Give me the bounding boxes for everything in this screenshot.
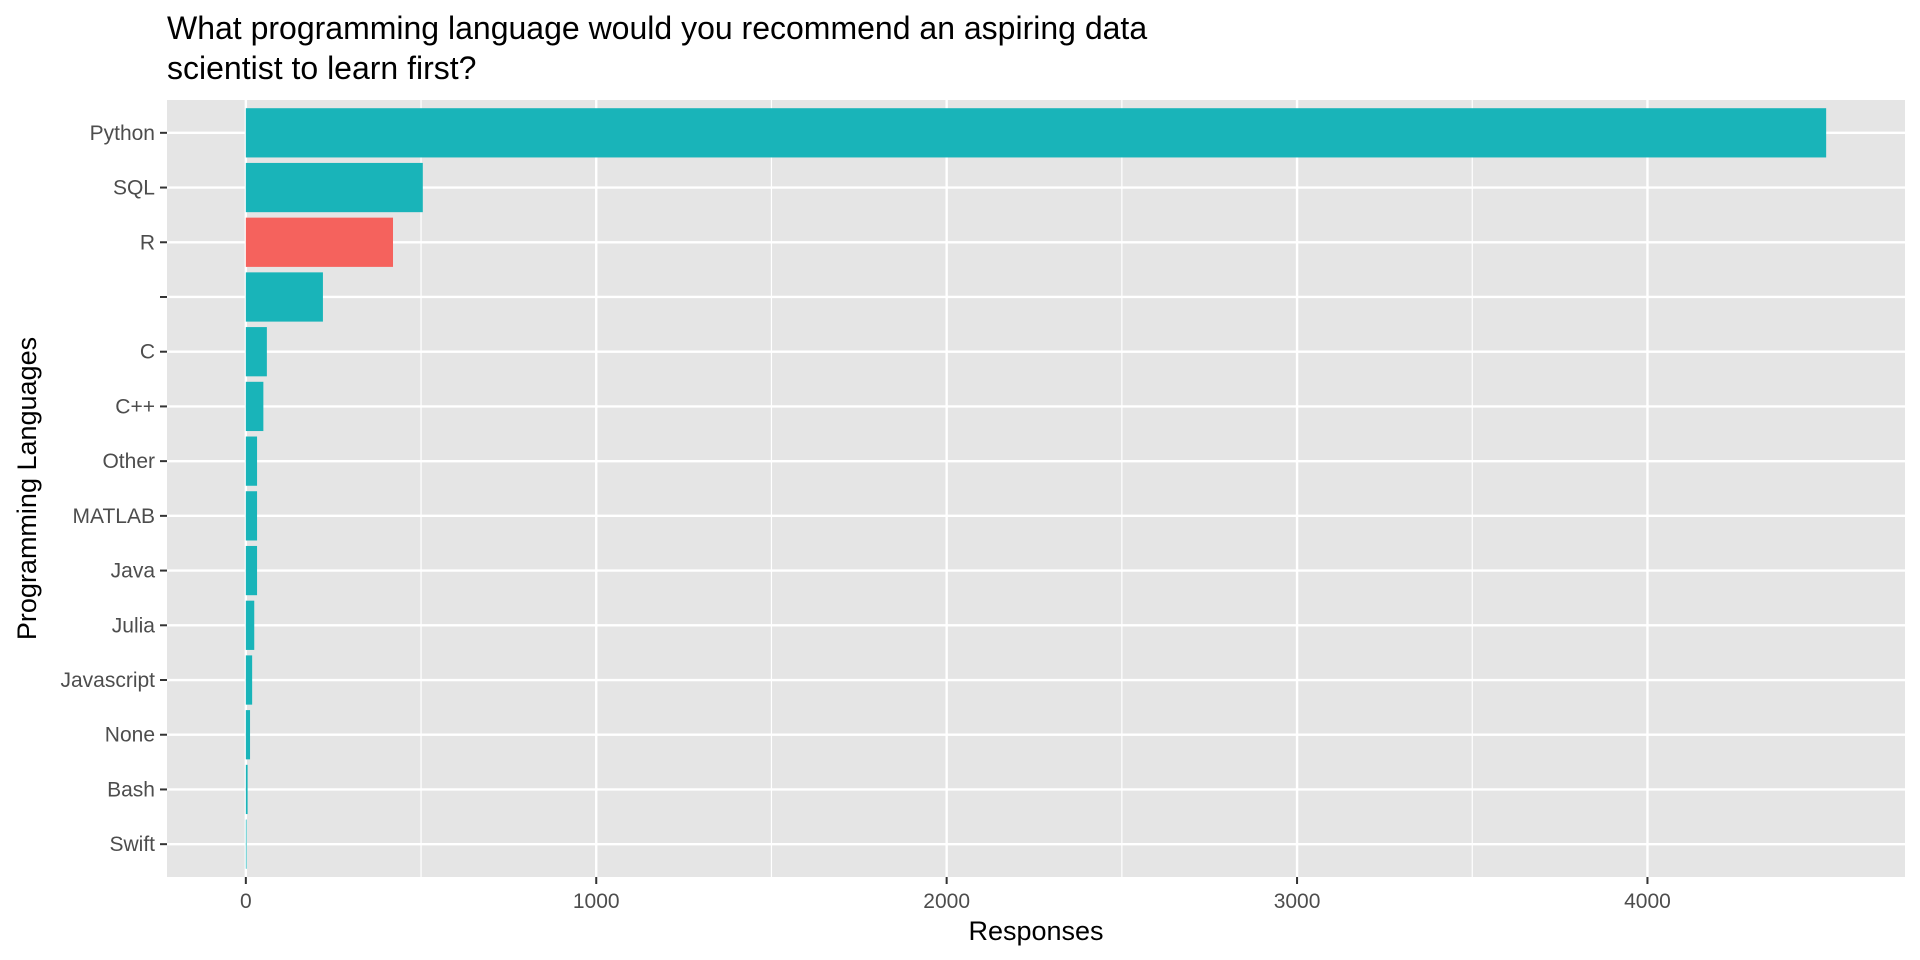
y-tick-label: Java: [111, 560, 156, 583]
bar: [245, 108, 1827, 158]
y-tick-label: Python: [90, 122, 155, 145]
bar: [245, 272, 323, 322]
bar: [245, 381, 264, 432]
x-tick-label: 0: [240, 890, 252, 913]
y-tick-label: SQL: [113, 177, 155, 200]
x-tick-label: 1000: [573, 890, 620, 913]
bar: [245, 436, 258, 486]
y-tick-label: None: [105, 724, 155, 747]
x-axis: 0 1000 2000 3000 4000: [240, 877, 1671, 913]
y-tick-label: C: [140, 341, 155, 364]
x-axis-title: Responses: [968, 916, 1103, 946]
x-tick-label: 4000: [1624, 890, 1671, 913]
bar: [245, 710, 251, 760]
bars: [245, 108, 1827, 869]
y-tick-label: Swift: [109, 833, 155, 856]
plot-panel: [167, 100, 1905, 877]
bar: [245, 491, 258, 541]
x-tick-label: 2000: [923, 890, 970, 913]
y-tick-label: Bash: [107, 778, 155, 801]
y-tick-label: C++: [115, 395, 155, 418]
bar: [245, 217, 394, 267]
y-axis: Python SQL R C C++ Other MATLAB Java Julia Javasc…: [60, 122, 167, 856]
bar: [245, 600, 255, 650]
bar: [245, 819, 247, 869]
chart-title: What programming language would you reco…: [167, 10, 1148, 86]
y-tick-label: Julia: [112, 614, 156, 637]
bar: [245, 327, 267, 377]
bar: [245, 545, 258, 596]
x-tick-label: 3000: [1274, 890, 1321, 913]
gridlines: [167, 100, 1905, 877]
y-tick-label: Javascript: [60, 669, 155, 692]
y-tick-label: MATLAB: [73, 505, 155, 528]
bar: [245, 764, 248, 815]
y-axis-title: Programming Languages: [12, 337, 42, 640]
bar: [245, 655, 253, 705]
y-tick-label: Other: [102, 450, 155, 473]
bar: [245, 162, 423, 213]
y-tick-label: R: [140, 231, 155, 254]
